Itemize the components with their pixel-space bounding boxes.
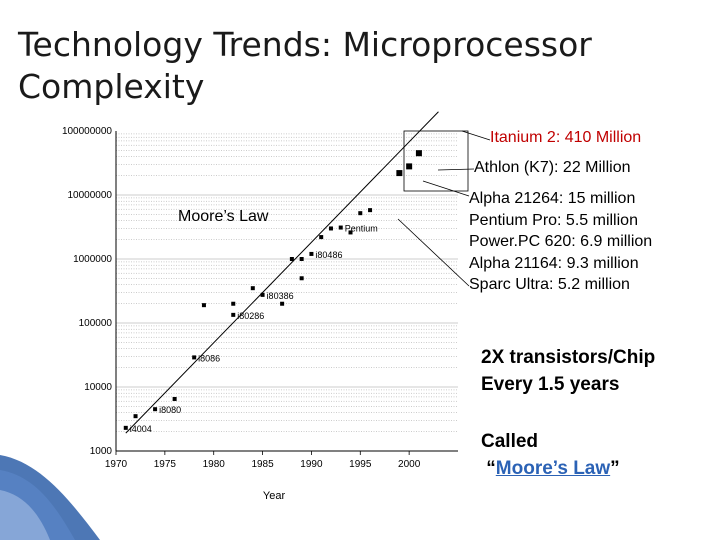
cpu-list: Alpha 21264: 15 million Pentium Pro: 5.5… bbox=[469, 188, 652, 296]
data-point bbox=[328, 226, 333, 231]
cpu-list-item: Power.PC 620: 6.9 million bbox=[469, 233, 653, 250]
data-point bbox=[250, 286, 255, 291]
data-point bbox=[231, 312, 236, 317]
y-tick-label: 1000000 bbox=[73, 254, 112, 265]
x-tick-label: 1980 bbox=[203, 459, 226, 470]
data-point bbox=[299, 257, 304, 261]
y-tick-labels: 1000 10000 100000 1000000 10000000 100000000 bbox=[62, 126, 112, 457]
x-tick-label: 2000 bbox=[398, 459, 421, 470]
x-tick-label: 1995 bbox=[349, 459, 372, 470]
y-tick-label: 100000000 bbox=[62, 126, 112, 137]
y-tick-label: 1000 bbox=[90, 446, 113, 457]
x-tick-label: 1970 bbox=[105, 459, 128, 470]
data-point bbox=[358, 211, 363, 216]
cpu-list-item: Sparc Ultra: 5.2 million bbox=[469, 276, 630, 293]
decorative-swoosh bbox=[0, 455, 100, 540]
x-tick-label: 1990 bbox=[300, 459, 323, 470]
x-tick-label: 1985 bbox=[251, 459, 274, 470]
y-tick-label: 10000000 bbox=[68, 190, 113, 201]
data-point-label: i80386 bbox=[267, 291, 294, 301]
data-point bbox=[289, 257, 294, 261]
data-point bbox=[201, 303, 206, 308]
moores-law-label: Moore’s Law bbox=[178, 208, 269, 225]
open-quote: “ bbox=[486, 458, 496, 479]
data-point bbox=[338, 225, 343, 230]
x-axis-label: Year bbox=[263, 490, 286, 502]
callout-line-athlon bbox=[437, 168, 475, 171]
moores-law-link[interactable]: Moore’s Law bbox=[495, 458, 611, 479]
data-point bbox=[309, 251, 314, 256]
called-prefix: Called bbox=[481, 431, 539, 452]
y-tick-label: 10000 bbox=[84, 382, 112, 393]
moores-law-trend-line bbox=[125, 111, 439, 434]
x-tick-label: 1975 bbox=[154, 459, 177, 470]
claim-line-2: Every 1.5 years bbox=[481, 374, 620, 395]
data-point bbox=[299, 276, 304, 281]
close-quote: ” bbox=[610, 458, 620, 479]
data-point bbox=[260, 292, 265, 297]
data-point-label: i8080 bbox=[159, 405, 181, 415]
x-tick-labels: 1970 1975 1980 1985 1990 1995 2000 bbox=[105, 451, 421, 470]
callout-shapes bbox=[397, 130, 491, 287]
itanium-annotation: Itanium 2: 410 Million bbox=[490, 129, 642, 146]
cpu-list-item: Alpha 21264: 15 million bbox=[469, 190, 636, 207]
data-point bbox=[415, 150, 422, 157]
cpu-list-item: Pentium Pro: 5.5 million bbox=[469, 211, 638, 229]
doubling-claim: 2X transistors/Chip Every 1.5 years bbox=[481, 344, 655, 398]
callout-line-group bbox=[397, 218, 470, 287]
data-point bbox=[231, 301, 236, 306]
data-point bbox=[368, 208, 373, 213]
highlight-box bbox=[403, 130, 469, 192]
slide-title: Technology Trends: Microprocessor Comple… bbox=[18, 25, 592, 106]
data-point-label: i8086 bbox=[198, 353, 220, 363]
data-point bbox=[123, 425, 128, 430]
data-point bbox=[396, 170, 403, 177]
data-point bbox=[153, 407, 158, 412]
called-line: “Moore’s Law” bbox=[481, 455, 620, 482]
data-point bbox=[406, 163, 413, 170]
callout-line-alpha bbox=[422, 180, 470, 197]
cpu-list-item: Alpha 21164: 9.3 million bbox=[469, 254, 639, 272]
data-point-label: i4004 bbox=[130, 424, 152, 434]
data-point-label: i80486 bbox=[315, 250, 342, 260]
athlon-annotation: Athlon (K7): 22 Million bbox=[474, 159, 631, 176]
data-point bbox=[192, 355, 197, 360]
called-statement: Called “Moore’s Law” bbox=[481, 428, 620, 482]
data-point-label: Pentium bbox=[345, 224, 378, 234]
callout-line-itanium bbox=[461, 130, 491, 141]
data-point bbox=[348, 230, 353, 235]
y-tick-label: 100000 bbox=[79, 318, 113, 329]
data-point bbox=[319, 235, 324, 240]
data-point bbox=[133, 414, 138, 419]
data-point bbox=[172, 396, 177, 401]
claim-line-1: 2X transistors/Chip bbox=[481, 347, 656, 368]
data-point bbox=[280, 301, 285, 306]
chart-axes bbox=[115, 131, 458, 452]
data-point-label: i80286 bbox=[237, 311, 264, 321]
